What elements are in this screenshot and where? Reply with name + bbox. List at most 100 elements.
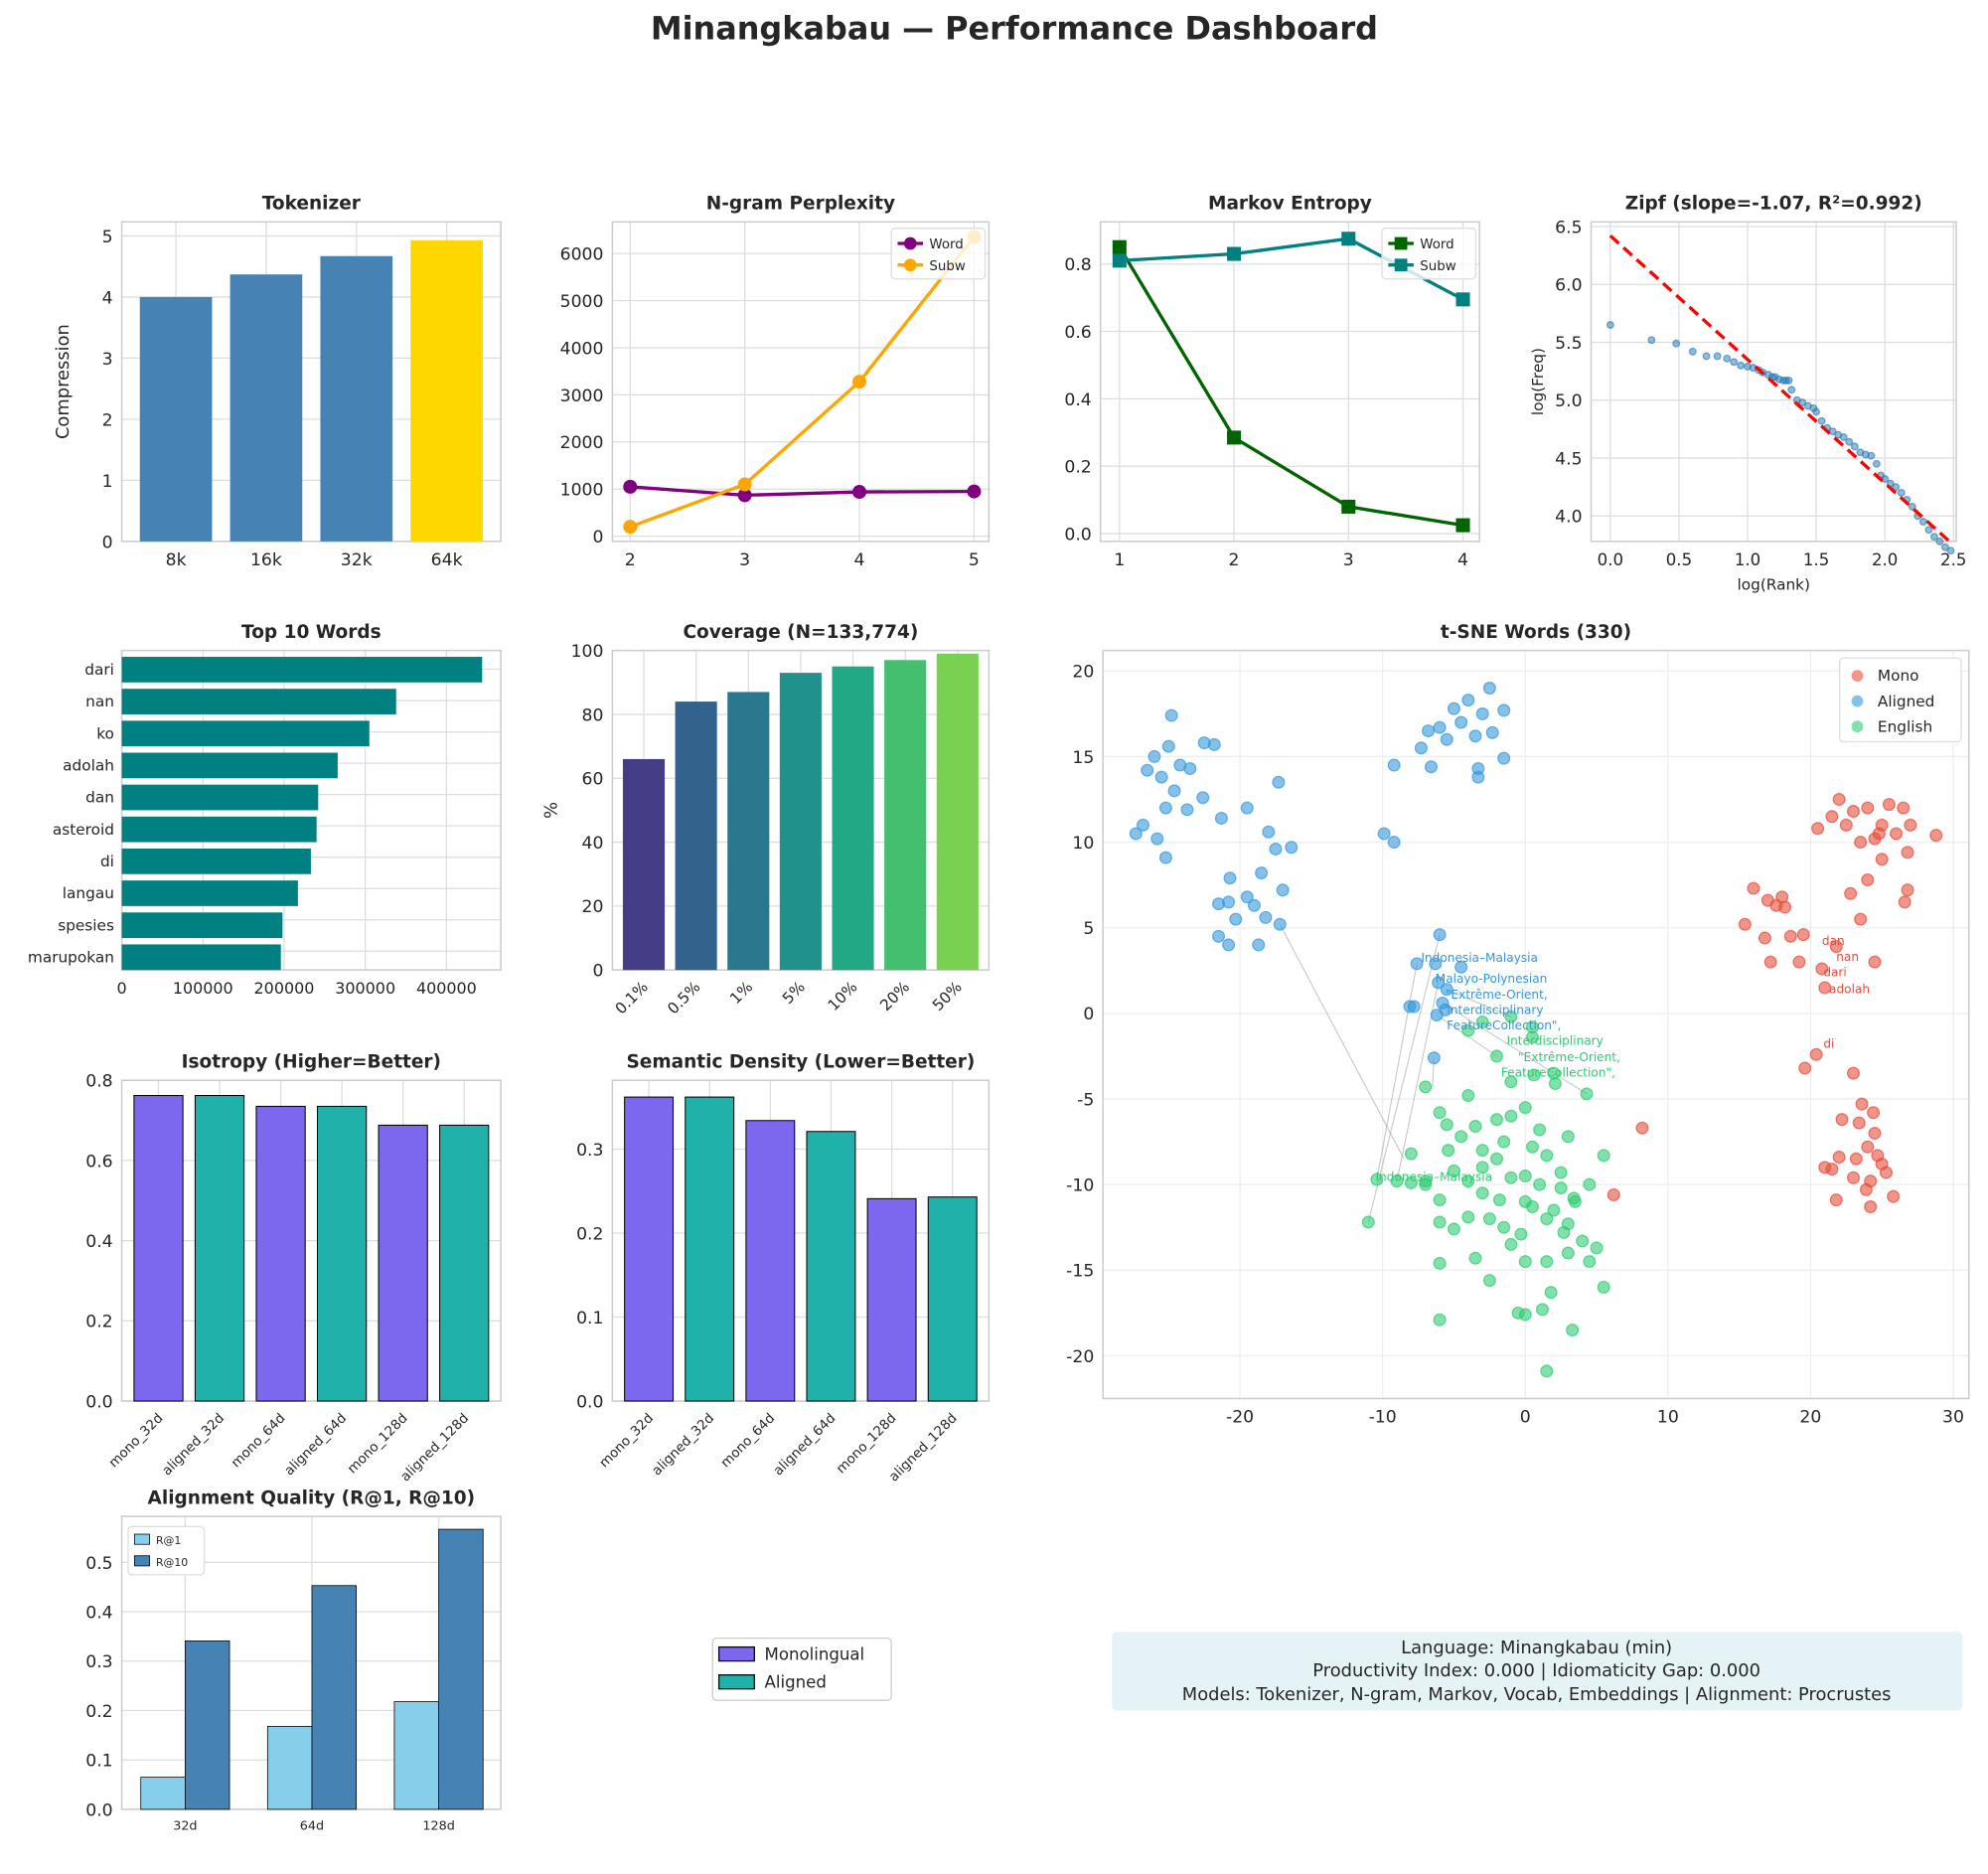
point-English [1583, 1177, 1597, 1191]
alignment-link [1442, 1003, 1588, 1095]
legend-swatch-aligned [717, 1674, 755, 1690]
bar-aligned_64d [806, 1131, 856, 1402]
bar-10% [832, 666, 874, 971]
bar-20% [884, 660, 927, 971]
point-annotation: Interdisciplinary [1447, 1004, 1543, 1017]
point-English [1540, 1212, 1554, 1226]
x-tick-label: 8k [166, 550, 187, 570]
y-tick-label: 0 [593, 962, 604, 982]
x-tick-label: 1.5 [1803, 550, 1829, 569]
marker-Word [1341, 499, 1356, 514]
legend-marker-Word [903, 236, 917, 250]
point-Aligned [1240, 801, 1254, 815]
x-tick-label: 2.5 [1940, 550, 1966, 569]
x-tick-label: 50% [929, 978, 966, 1015]
panel-title: N-gram Perplexity [706, 194, 895, 215]
point-English [1557, 1225, 1571, 1239]
y-tick-label: 1000 [560, 481, 604, 501]
data-point [1897, 488, 1906, 497]
point-Mono [1832, 1151, 1846, 1165]
point-English [1561, 1246, 1575, 1260]
legend-label-R@10: R@10 [156, 1556, 188, 1569]
point-Mono [1882, 798, 1896, 812]
legend: Mono Aligned English [1838, 657, 1962, 743]
legend-swatch-monolingual [717, 1645, 755, 1662]
y-tick-label: 3 [102, 350, 113, 370]
point-English [1511, 1306, 1525, 1320]
y-tick-label: di [100, 853, 114, 870]
point-Mono [1815, 962, 1829, 976]
data-point [1929, 533, 1938, 542]
y-tick-label: 5.0 [1555, 391, 1582, 411]
point-English [1461, 1210, 1475, 1224]
point-English [1390, 1174, 1404, 1188]
point-Mono [1809, 1047, 1823, 1061]
y-tick-label: 0.2 [1064, 458, 1091, 478]
data-point [1672, 339, 1681, 348]
x-tick-label: 1% [726, 978, 756, 1008]
point-English [1566, 1324, 1580, 1337]
point-English [1535, 1303, 1549, 1317]
point-Mono [1763, 955, 1777, 969]
point-English [1514, 1227, 1528, 1241]
legend-marker-English [1851, 720, 1864, 733]
point-annotation: Indonesia–Malaysia [1375, 1171, 1492, 1184]
y-tick-label: marupokan [28, 948, 114, 966]
point-Mono [1796, 928, 1810, 942]
point-English [1540, 1364, 1554, 1378]
y-tick-label: 0.2 [85, 1702, 112, 1722]
bar-spesies [121, 912, 283, 939]
x-tick-label: mono_128d [834, 1411, 899, 1477]
point-Aligned [1229, 912, 1243, 926]
y-tick-label: 100 [571, 642, 604, 662]
x-tick-label: 5 [969, 550, 980, 570]
point-English [1567, 1191, 1581, 1205]
point-Aligned [1387, 836, 1401, 850]
data-point [1784, 376, 1793, 385]
x-tick-label: 32k [341, 550, 373, 570]
point-English [1461, 1174, 1475, 1188]
x-tick-label: mono_128d [345, 1411, 410, 1477]
x-tick-label: 2.0 [1872, 550, 1898, 569]
panel-alignment: 32d 64d 128d 0.0 0.1 0.2 0.3 0.4 0.5 Alignment Qu… [85, 1487, 502, 1833]
bar-aligned_64d [316, 1105, 368, 1402]
x-tick-label: aligned_64d [771, 1411, 839, 1479]
point-English [1454, 1130, 1468, 1144]
x-tick-label: 10 [1657, 1408, 1679, 1428]
data-point [1798, 398, 1807, 407]
point-Aligned [1433, 720, 1447, 734]
legend-marker-Mono [1851, 670, 1864, 683]
point-annotation: di [1823, 1036, 1834, 1050]
point-English [1590, 1241, 1604, 1255]
y-tick-label: 0.0 [576, 1392, 603, 1412]
y-tick-label: 0 [102, 533, 113, 552]
x-tick-label: 32d [173, 1818, 197, 1833]
bar-mono_128d [378, 1124, 428, 1402]
shared-legend: Monolingual Aligned [711, 1638, 892, 1701]
bar-dan [121, 784, 319, 811]
marker-Subw [1455, 292, 1470, 307]
x-tick-label: 3 [739, 550, 750, 570]
y-tick-label: 4 [102, 288, 113, 308]
data-point [1713, 352, 1722, 361]
y-tick-label: 0.2 [576, 1224, 603, 1244]
point-Aligned [1285, 841, 1299, 855]
panel-title: Coverage (N=133,774) [683, 622, 918, 643]
series-line-Word [630, 485, 975, 498]
data-point [1730, 358, 1739, 367]
y-tick-label: 40 [582, 834, 604, 854]
data-point [1817, 416, 1826, 425]
y-tick-label: 4000 [560, 339, 604, 359]
legend-label-Mono: Mono [1878, 667, 1919, 685]
point-annotation: Interdisciplinary [1507, 1033, 1604, 1047]
data-point [1918, 518, 1927, 527]
point-Mono [1872, 827, 1886, 841]
point-Mono [1929, 829, 1943, 843]
point-English [1525, 1030, 1539, 1044]
legend-swatch-R@1 [133, 1533, 151, 1545]
panel-title: Semantic Density (Lower=Better) [626, 1051, 975, 1072]
point-English [1433, 1106, 1447, 1120]
x-tick-label: 1 [1114, 550, 1125, 570]
point-Mono [1890, 827, 1904, 841]
panel-coverage: 0.1% 0.5% 1% 5% 10% 20% 50% 0 20 40 60 80 100 Coverag… [540, 622, 991, 1017]
